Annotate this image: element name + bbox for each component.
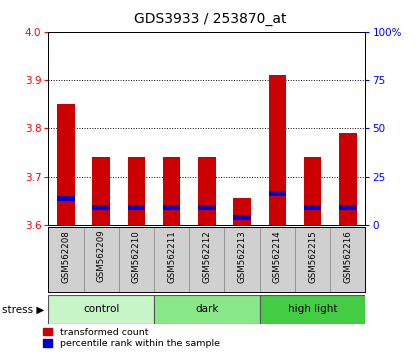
Bar <box>198 157 215 225</box>
Text: dark: dark <box>195 304 218 314</box>
Text: GSM562215: GSM562215 <box>308 230 317 282</box>
Text: GSM562214: GSM562214 <box>273 230 282 282</box>
Bar <box>304 157 321 225</box>
Bar <box>57 104 75 225</box>
Text: GSM562212: GSM562212 <box>202 230 211 282</box>
Bar <box>154 227 189 292</box>
Bar <box>48 227 84 292</box>
Text: GSM562210: GSM562210 <box>132 230 141 282</box>
Bar <box>128 206 145 210</box>
Bar <box>339 133 357 225</box>
Bar <box>233 198 251 225</box>
Bar <box>128 157 145 225</box>
Bar <box>268 191 286 196</box>
Bar <box>260 227 295 292</box>
Text: GSM562216: GSM562216 <box>343 230 352 282</box>
Bar <box>48 295 154 324</box>
Bar <box>260 295 365 324</box>
Legend: transformed count, percentile rank within the sample: transformed count, percentile rank withi… <box>42 327 220 349</box>
Bar <box>92 157 110 225</box>
Text: GSM562213: GSM562213 <box>238 230 247 282</box>
Text: GDS3933 / 253870_at: GDS3933 / 253870_at <box>134 12 286 27</box>
Bar <box>57 196 75 201</box>
Text: control: control <box>83 304 119 314</box>
Bar <box>189 227 224 292</box>
Bar <box>304 206 321 210</box>
Bar <box>119 227 154 292</box>
Bar <box>84 227 119 292</box>
Bar <box>330 227 365 292</box>
Bar <box>224 227 260 292</box>
Bar <box>92 206 110 210</box>
Text: GSM562208: GSM562208 <box>61 230 71 282</box>
Bar <box>268 75 286 225</box>
Text: high light: high light <box>288 304 337 314</box>
Text: GSM562209: GSM562209 <box>97 230 106 282</box>
Bar <box>233 215 251 220</box>
Bar <box>163 157 181 225</box>
Text: GSM562211: GSM562211 <box>167 230 176 282</box>
Bar <box>198 206 215 210</box>
Bar <box>295 227 330 292</box>
Bar <box>163 206 181 210</box>
Bar <box>339 206 357 210</box>
Text: stress ▶: stress ▶ <box>2 304 45 314</box>
Bar <box>154 295 260 324</box>
